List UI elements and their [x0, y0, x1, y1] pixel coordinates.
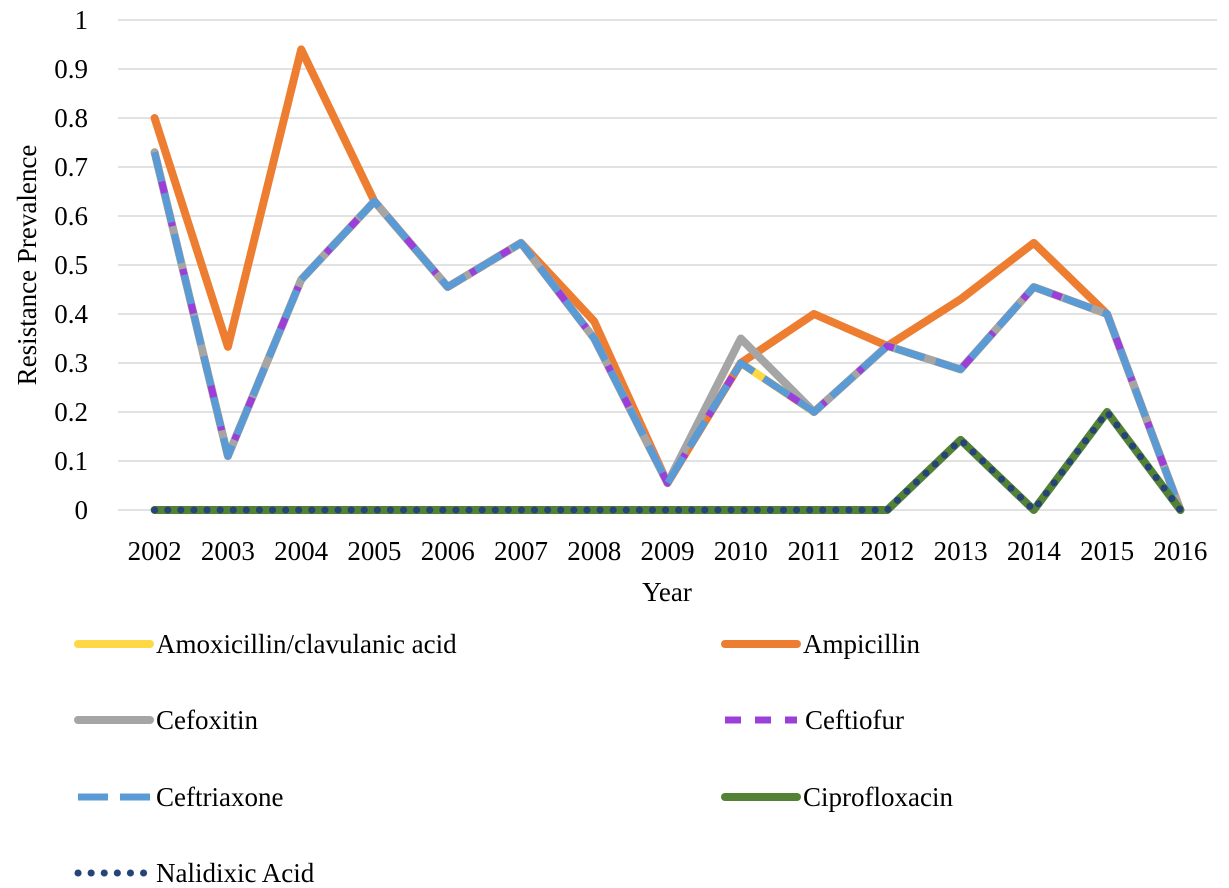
x-axis-tick-labels: 2002 2003 2004 2005 2006 2007 2008 2009 2010 2011… [128, 536, 1208, 566]
y-tick-label: 0.6 [54, 201, 88, 231]
x-tick-label: 2015 [1080, 536, 1134, 566]
legend-label: Ceftriaxone [156, 782, 283, 812]
series-line-3 [151, 151, 1184, 512]
y-tick-label: 0.3 [54, 348, 88, 378]
x-tick-label: 2011 [788, 536, 841, 566]
gridlines [118, 19, 1217, 511]
legend-label: Ceftiofur [805, 705, 904, 735]
legend-label: Ciprofloxacin [803, 782, 953, 812]
x-tick-label: 2010 [714, 536, 768, 566]
x-tick-label: 2008 [567, 536, 621, 566]
x-tick-label: 2006 [421, 536, 475, 566]
y-axis-tick-labels: 0 0.1 0.2 0.3 0.4 0.5 0.6 0.7 0.8 0.9 1 [54, 5, 88, 525]
y-axis-title: Resistance Prevalence [12, 145, 42, 386]
x-tick-label: 2003 [201, 536, 255, 566]
y-tick-label: 0.5 [54, 250, 88, 280]
legend-label: Nalidixic Acid [156, 858, 315, 888]
series-line-2 [150, 148, 1185, 514]
y-tick-label: 0.7 [54, 152, 88, 182]
x-tick-label: 2016 [1153, 536, 1207, 566]
y-tick-label: 0.9 [54, 54, 88, 84]
legend: Amoxicillin/clavulanic acid Ampicillin Cef… [74, 629, 953, 888]
legend-label: Ampicillin [803, 629, 920, 659]
series-line-4 [151, 151, 1184, 512]
x-tick-label: 2013 [934, 536, 988, 566]
legend-label: Amoxicillin/clavulanic acid [156, 629, 457, 659]
y-tick-label: 0.2 [54, 397, 88, 427]
y-tick-label: 0.1 [54, 446, 88, 476]
series-line-6 [151, 408, 1184, 514]
y-tick-label: 0 [75, 495, 89, 525]
x-tick-label: 2007 [494, 536, 548, 566]
y-tick-label: 0.4 [54, 299, 88, 329]
x-tick-label: 2004 [274, 536, 329, 566]
x-tick-label: 2012 [860, 536, 914, 566]
x-tick-label: 2009 [641, 536, 695, 566]
x-axis-title: Year [642, 577, 692, 607]
x-tick-label: 2005 [347, 536, 401, 566]
series-line-0 [150, 148, 1185, 514]
legend-label: Cefoxitin [156, 705, 258, 735]
series-lines [150, 45, 1185, 514]
y-tick-label: 0.8 [54, 103, 88, 133]
y-tick-label: 1 [75, 5, 89, 35]
x-tick-label: 2002 [128, 536, 182, 566]
x-tick-label: 2014 [1007, 536, 1062, 566]
